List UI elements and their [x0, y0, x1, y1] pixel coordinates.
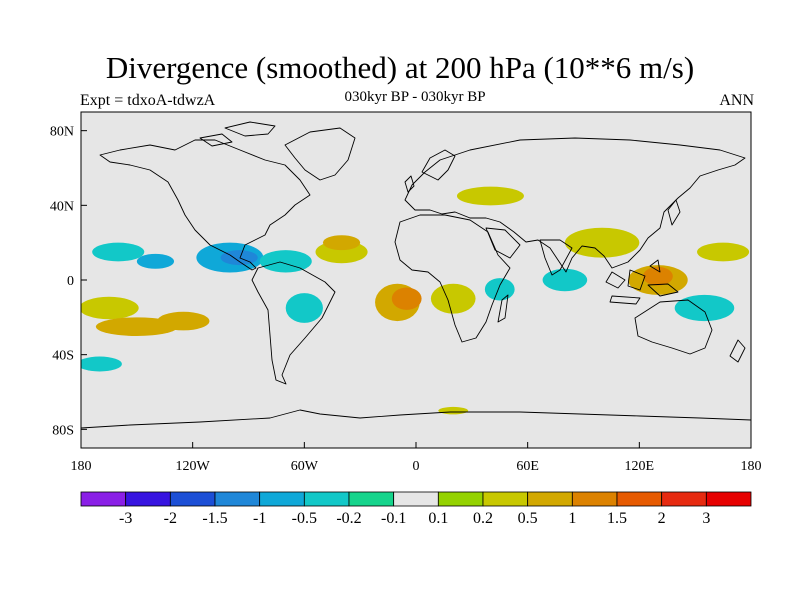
colorbar-label: -0.2 — [336, 510, 361, 527]
coastline-australia — [634, 299, 713, 355]
colorbar-label: 2 — [658, 510, 666, 527]
coastline-maritime-continent — [605, 259, 679, 305]
lon-tick-label: 120E — [625, 459, 655, 474]
coastline-japan — [667, 199, 681, 226]
colorbar-swatch — [80, 491, 127, 507]
colorbar-label: 1 — [568, 510, 576, 527]
field-region — [438, 406, 469, 415]
coastline-india — [539, 239, 573, 276]
lon-tick-label: 120W — [176, 459, 211, 474]
season-label: ANN — [719, 92, 754, 109]
colorbar-swatch — [169, 491, 216, 507]
colorbar-swatch — [214, 491, 261, 507]
field-region — [484, 278, 515, 301]
field-region — [430, 283, 476, 314]
colorbar-swatch — [571, 491, 618, 507]
field-region — [95, 317, 178, 336]
lon-tick-label: 60W — [291, 459, 319, 474]
coastline-greenland — [284, 127, 356, 181]
field-region — [564, 227, 640, 258]
coastline-new-zealand — [729, 339, 746, 363]
colorbar-swatch — [527, 491, 573, 507]
colorbar: -3 -2 -1.5 -1 -0.5 -0.2 -0.1 0.1 0.2 0.5 1 1.5 2 3 — [80, 491, 752, 527]
colorbar-label: 1.5 — [607, 510, 627, 527]
field-region — [456, 186, 524, 206]
field-region — [697, 242, 750, 262]
field-region — [322, 235, 361, 251]
lat-tick-label: 40S — [52, 349, 74, 364]
coastlines — [81, 121, 751, 429]
lat-tick-label: 0 — [67, 274, 74, 289]
lat-tick-label: 40N — [50, 199, 74, 214]
lon-tick-label: 180 — [71, 459, 92, 474]
colorbar-label: 3 — [702, 510, 710, 527]
colorbar-swatch — [125, 491, 171, 507]
coastline-arctic-islands — [199, 121, 276, 147]
colorbar-label: -0.1 — [381, 510, 406, 527]
lat-tick-label: 80S — [52, 423, 74, 438]
field-region — [157, 311, 210, 331]
coastline-british-isles — [404, 175, 415, 193]
lon-tick-label: 0 — [413, 459, 420, 474]
field-region — [81, 356, 122, 372]
field-region — [542, 268, 588, 292]
colorbar-label: -2 — [164, 510, 177, 527]
coastline-africa — [394, 214, 511, 343]
field-region — [81, 296, 139, 320]
lat-tick-label: 80N — [50, 125, 74, 140]
colorbar-label: -0.5 — [292, 510, 317, 527]
colorbar-label: 0.5 — [518, 510, 538, 527]
colorbar-swatch — [259, 491, 305, 507]
colorbar-label: -1.5 — [202, 510, 227, 527]
colorbar-label: -1 — [253, 510, 266, 527]
coastline-arabia — [485, 227, 521, 259]
field-region — [391, 287, 422, 310]
experiment-label: Expt = tdxoA-tdwzA — [80, 92, 216, 109]
colorbar-swatch — [348, 491, 395, 507]
coastline-eurasia — [404, 137, 746, 273]
coastline-south-america — [251, 261, 336, 385]
coastline-north-america — [99, 139, 311, 271]
colorbar-swatch — [437, 491, 484, 507]
colorbar-label: -3 — [119, 510, 132, 527]
chart-title: Divergence (smoothed) at 200 hPa (10**6 … — [105, 50, 695, 85]
lon-tick-label: 60E — [516, 459, 539, 474]
field-region — [259, 250, 312, 273]
colorbar-swatch — [303, 491, 350, 507]
chart-subtitle: 030kyr BP - 030kyr BP — [344, 89, 486, 105]
field-region — [92, 242, 145, 262]
lon-tick-label: 180 — [741, 459, 762, 474]
colorbar-label: 0.1 — [428, 510, 448, 527]
coastline-scandinavia — [421, 149, 456, 181]
colorbar-swatch — [705, 491, 752, 507]
colorbar-swatch — [393, 491, 439, 507]
field-region — [643, 266, 673, 286]
field-region — [136, 253, 175, 269]
field-region — [674, 294, 735, 322]
colorbar-label: 0.2 — [473, 510, 493, 527]
coastline-madagascar — [497, 294, 509, 323]
colorbar-swatch — [661, 491, 707, 507]
colorbar-swatch — [482, 491, 529, 507]
axis-ticks: 80N 40N 0 40S 80S 180 120W 60W 0 60E 120E 180 — [50, 125, 762, 474]
colorbar-swatch — [616, 491, 663, 507]
field-region — [220, 250, 258, 266]
field-region — [285, 293, 323, 323]
coastline-antarctica — [81, 409, 751, 429]
